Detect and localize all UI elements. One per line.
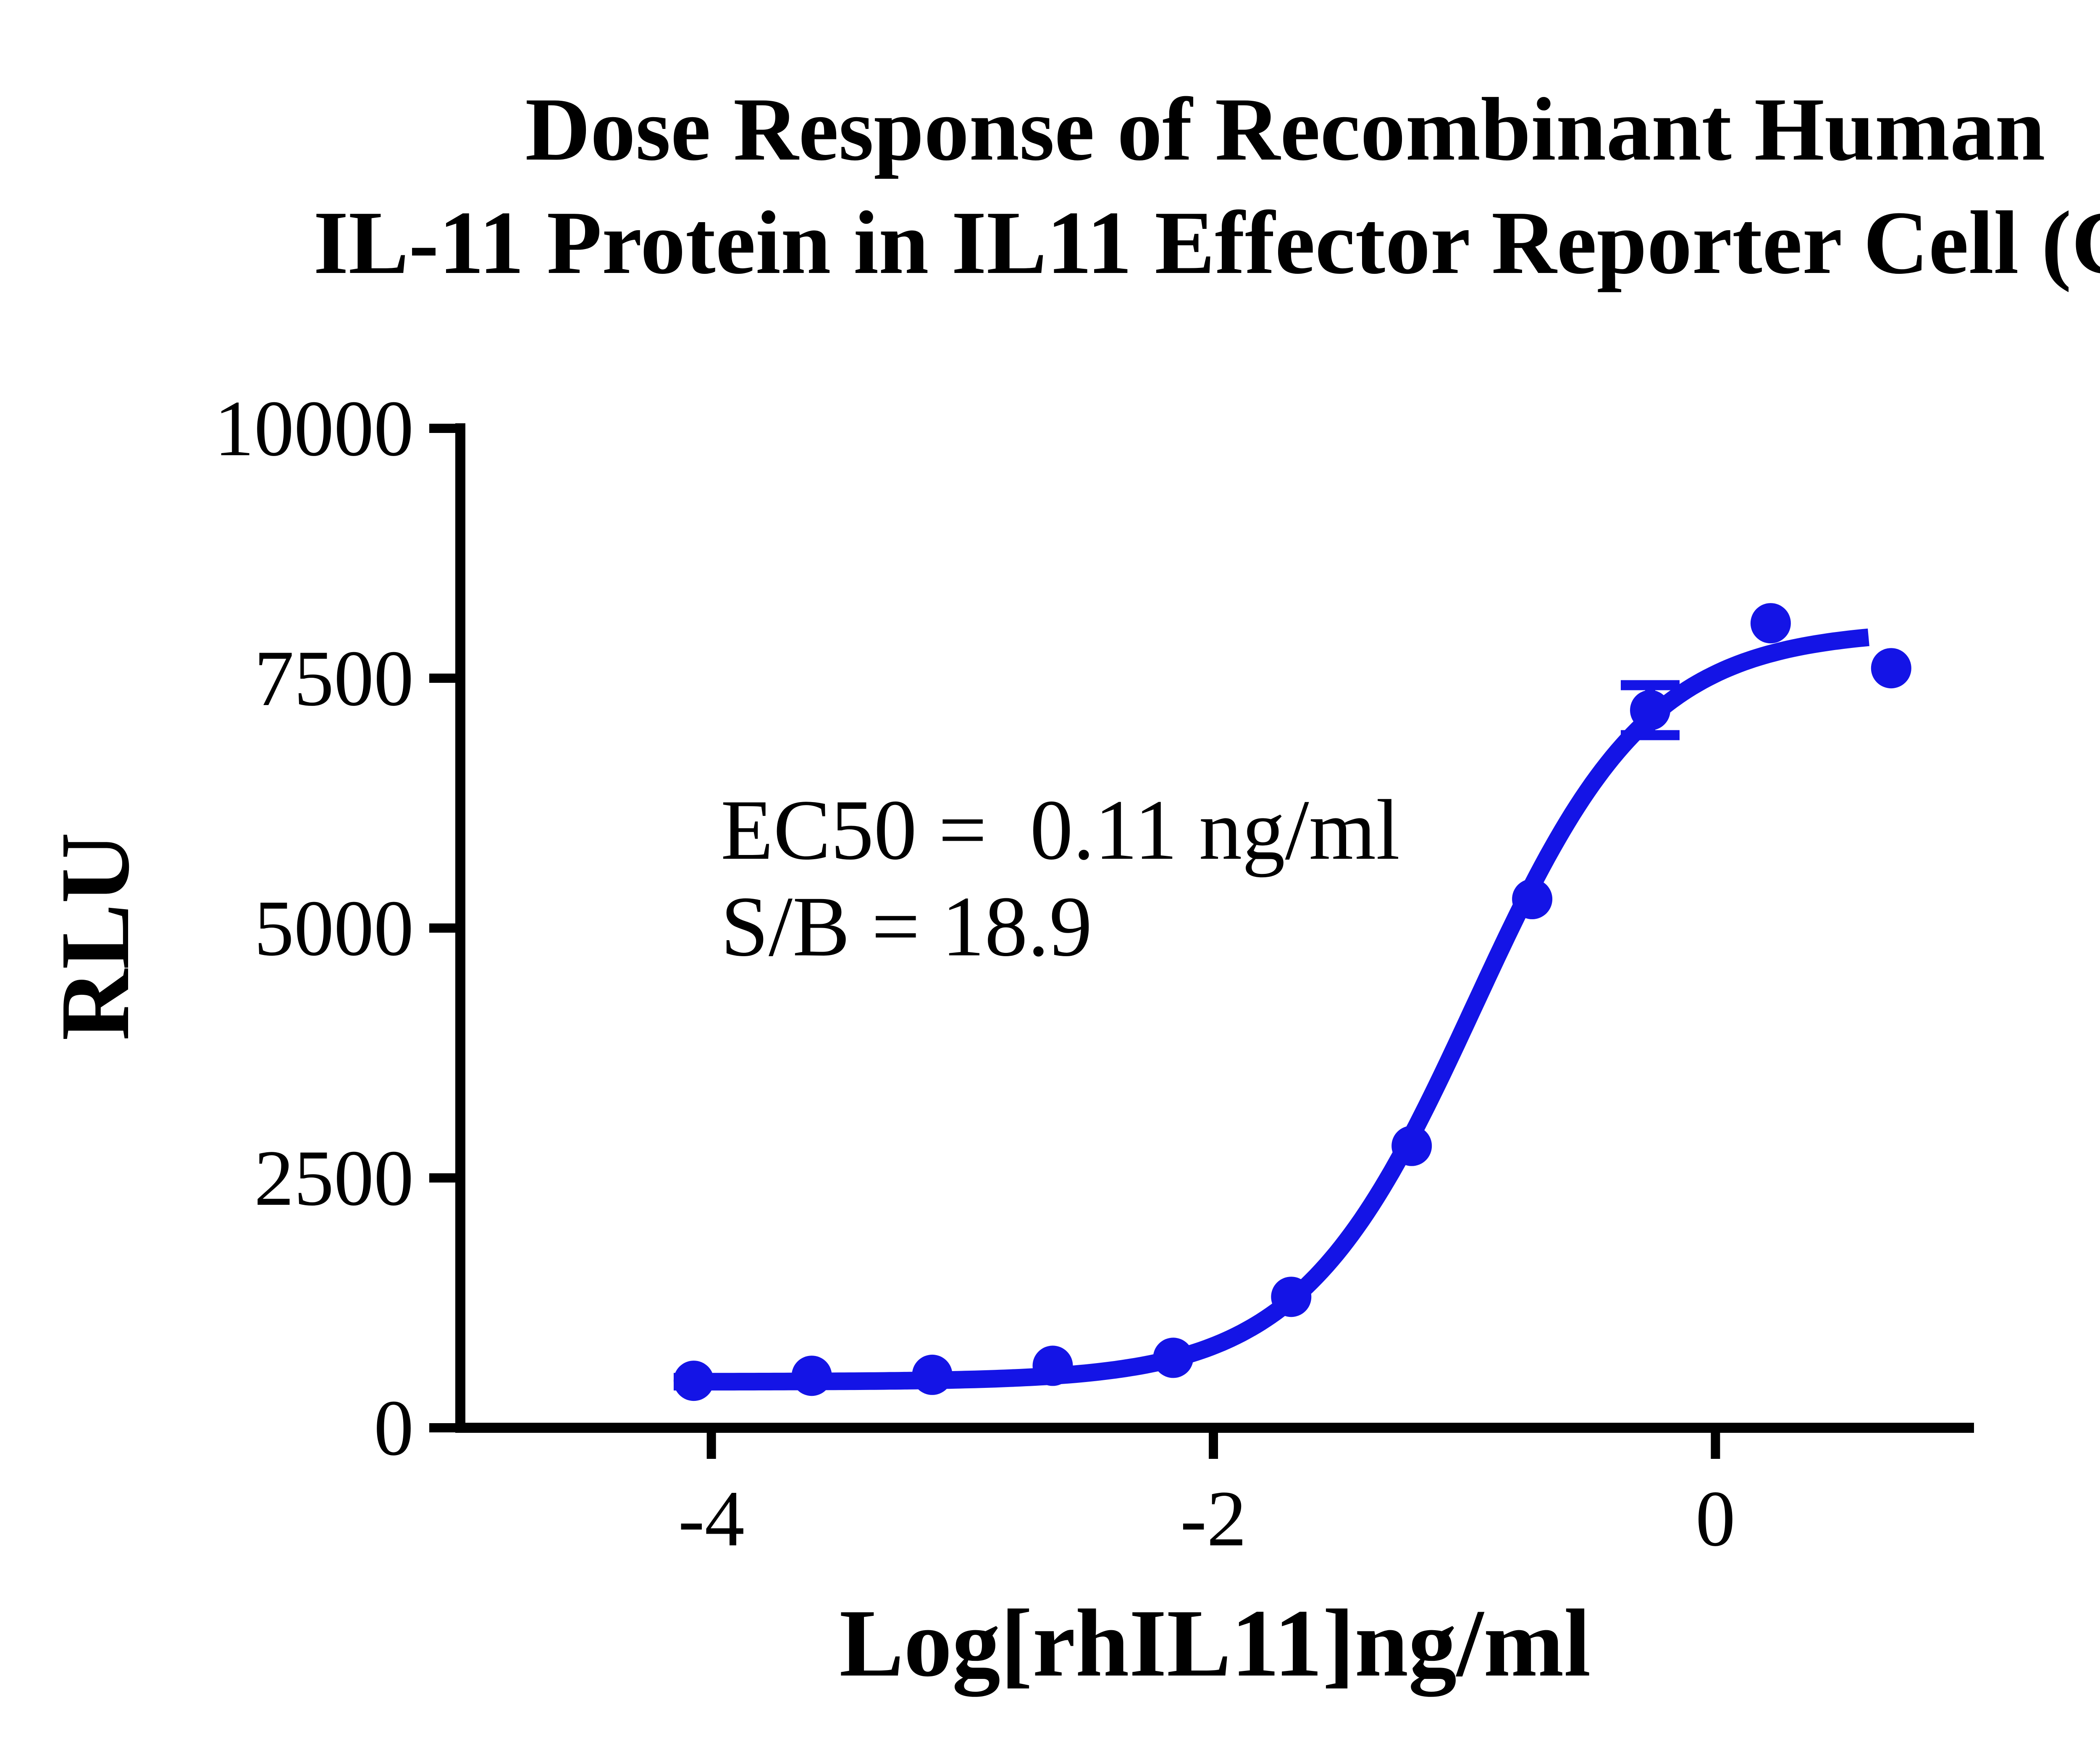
data-point bbox=[1032, 1345, 1073, 1386]
data-point bbox=[791, 1356, 832, 1396]
x-axis-title: Log[rhIL11]ng/ml bbox=[839, 1589, 1591, 1697]
fit-curve bbox=[670, 628, 1872, 1391]
y-tick-label: 0 bbox=[374, 1384, 414, 1472]
data-point bbox=[1391, 1125, 1432, 1166]
data-point bbox=[1512, 879, 1553, 919]
annotation-ec50: EC50 = 0.11 ng/ml bbox=[721, 782, 1400, 878]
annotation-sb: S/B = 18.9 bbox=[721, 879, 1092, 974]
y-tick-label: 10000 bbox=[214, 385, 414, 473]
x-tick-label: -4 bbox=[678, 1475, 745, 1563]
data-point bbox=[1153, 1337, 1194, 1378]
axes: 0 2500 5000 7500 10000 -4 -2 0 bbox=[214, 385, 1974, 1563]
data-point bbox=[912, 1354, 953, 1395]
data-series bbox=[670, 603, 1911, 1401]
x-tick-label: 0 bbox=[1696, 1475, 1735, 1563]
data-point bbox=[1871, 648, 1911, 689]
data-point bbox=[1630, 690, 1670, 731]
data-point bbox=[673, 1361, 714, 1401]
y-tick-label: 2500 bbox=[254, 1134, 414, 1222]
chart-title-line1: Dose Response of Recombinant Human bbox=[525, 79, 2045, 179]
y-tick-label: 5000 bbox=[254, 884, 414, 973]
y-axis-title: RLU bbox=[40, 832, 150, 1041]
data-point bbox=[1271, 1277, 1312, 1317]
data-point bbox=[1750, 603, 1791, 644]
x-tick-label: -2 bbox=[1180, 1475, 1247, 1563]
chart-title-line2: IL-11 Protein in IL11 Effector Reporter … bbox=[313, 192, 2100, 293]
y-tick-label: 7500 bbox=[254, 635, 414, 723]
